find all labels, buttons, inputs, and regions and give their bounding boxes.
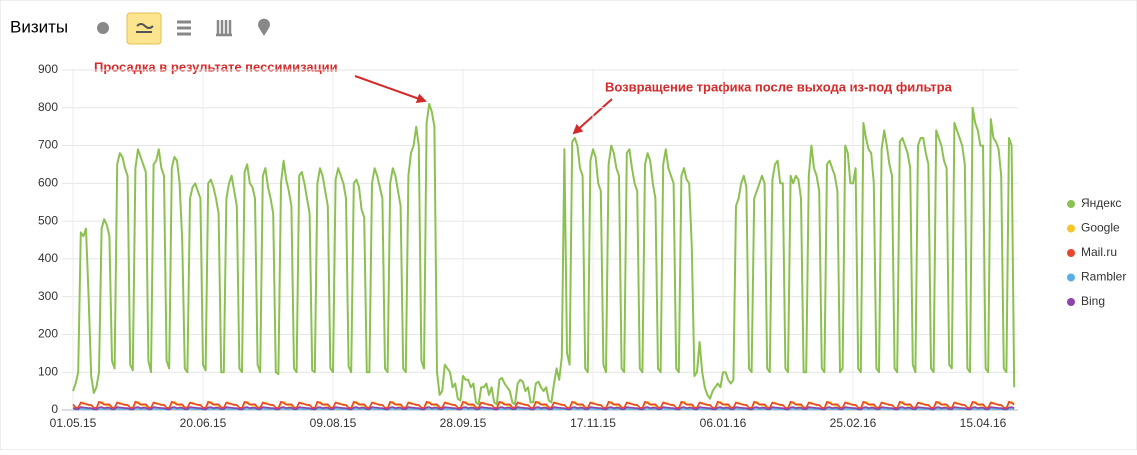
legend-label: Яндекс [1081, 196, 1121, 210]
line-icon [136, 23, 154, 33]
y-tick-label: 0 [51, 402, 58, 416]
y-tick-label: 500 [38, 213, 58, 227]
series-line [72, 406, 1015, 411]
legend-label: Mail.ru [1081, 245, 1117, 259]
line-icon-selected[interactable] [126, 12, 162, 45]
x-tick-label: 20.06.15 [180, 416, 227, 430]
legend-label: Bing [1081, 294, 1105, 308]
map-icon[interactable] [258, 18, 270, 36]
x-tick-label: 15.04.16 [960, 416, 1007, 430]
annotation-arrow [354, 75, 427, 104]
view-switcher [97, 12, 270, 45]
area-icon[interactable] [177, 20, 191, 36]
legend-marker [1067, 249, 1075, 257]
series-line [72, 400, 1015, 409]
x-tick-label: 09.08.15 [310, 416, 357, 430]
y-tick-label: 100 [38, 364, 58, 378]
legend-marker [1067, 200, 1075, 208]
y-tick-label: 700 [38, 138, 58, 152]
header-title: Визиты [10, 17, 68, 36]
series-line [72, 103, 1016, 406]
y-tick-label: 300 [38, 289, 58, 303]
x-tick-label: 17.11.15 [570, 416, 616, 430]
y-tick-label: 600 [38, 176, 58, 190]
x-tick-label: 06.01.16 [700, 416, 747, 430]
legend-label: Google [1081, 221, 1120, 235]
legend-marker [1067, 273, 1075, 282]
legend-label: Rambler [1081, 270, 1126, 284]
y-tick-label: 200 [38, 327, 58, 341]
y-tick-label: 800 [38, 100, 58, 114]
x-tick-label: 01.05.15 [50, 416, 97, 430]
legend-marker [1067, 224, 1075, 233]
annotation: Возвращение трафика после выхода из-под … [605, 79, 953, 94]
y-tick-label: 900 [38, 62, 58, 76]
pie-icon[interactable] [97, 22, 109, 34]
annotation: Просадка в результате пессимизации [94, 59, 338, 74]
bar-icon[interactable] [216, 20, 232, 37]
y-tick-label: 400 [38, 251, 58, 265]
x-tick-label: 25.02.16 [830, 416, 877, 430]
legend-marker [1067, 298, 1075, 306]
x-tick-label: 28.09.15 [440, 416, 487, 430]
